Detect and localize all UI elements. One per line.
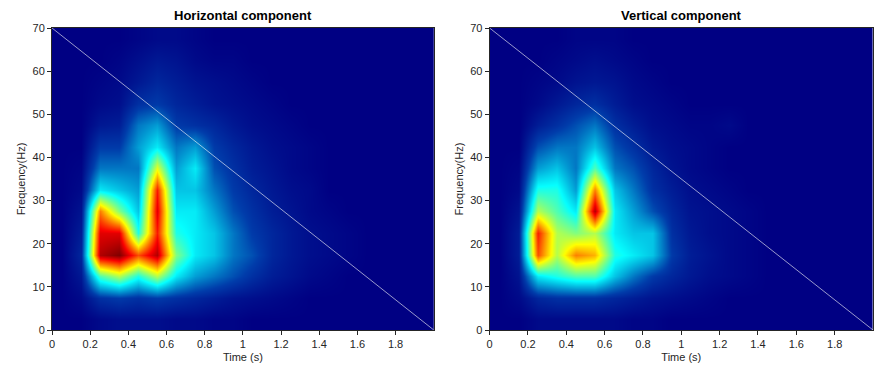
svg-text:10: 10: [470, 281, 482, 293]
svg-text:60: 60: [33, 65, 45, 77]
svg-text:0.8: 0.8: [635, 338, 650, 350]
svg-text:1.2: 1.2: [712, 338, 727, 350]
svg-text:0: 0: [49, 338, 55, 350]
svg-text:70: 70: [470, 22, 482, 34]
svg-text:Frequency(Hz): Frequency(Hz): [453, 143, 465, 216]
svg-text:1: 1: [240, 338, 246, 350]
svg-text:0: 0: [487, 338, 493, 350]
svg-text:1.8: 1.8: [827, 338, 842, 350]
svg-text:30: 30: [33, 194, 45, 206]
svg-text:50: 50: [33, 108, 45, 120]
svg-text:70: 70: [33, 22, 45, 34]
svg-text:0: 0: [476, 324, 482, 336]
svg-text:0.2: 0.2: [83, 338, 98, 350]
svg-text:60: 60: [470, 65, 482, 77]
svg-text:0: 0: [39, 324, 45, 336]
svg-text:0.8: 0.8: [197, 338, 212, 350]
svg-text:Frequency(Hz): Frequency(Hz): [15, 143, 27, 216]
svg-text:1.4: 1.4: [312, 338, 327, 350]
svg-text:40: 40: [33, 151, 45, 163]
svg-text:20: 20: [470, 238, 482, 250]
svg-text:30: 30: [470, 194, 482, 206]
svg-text:20: 20: [33, 238, 45, 250]
svg-text:0.6: 0.6: [597, 338, 612, 350]
svg-text:0.6: 0.6: [159, 338, 174, 350]
svg-text:0.4: 0.4: [121, 338, 136, 350]
svg-text:10: 10: [33, 281, 45, 293]
svg-text:Time (s): Time (s): [661, 351, 701, 363]
svg-text:40: 40: [470, 151, 482, 163]
svg-text:1: 1: [678, 338, 684, 350]
svg-text:Time (s): Time (s): [223, 351, 263, 363]
svg-text:0.2: 0.2: [520, 338, 535, 350]
svg-text:50: 50: [470, 108, 482, 120]
svg-text:Horizontal component: Horizontal component: [174, 8, 312, 23]
svg-text:1.6: 1.6: [350, 338, 365, 350]
svg-text:Vertical component: Vertical component: [621, 8, 742, 23]
svg-text:1.2: 1.2: [273, 338, 288, 350]
svg-text:1.6: 1.6: [789, 338, 804, 350]
svg-text:1.4: 1.4: [750, 338, 765, 350]
svg-text:1.8: 1.8: [388, 338, 403, 350]
svg-text:0.4: 0.4: [559, 338, 574, 350]
